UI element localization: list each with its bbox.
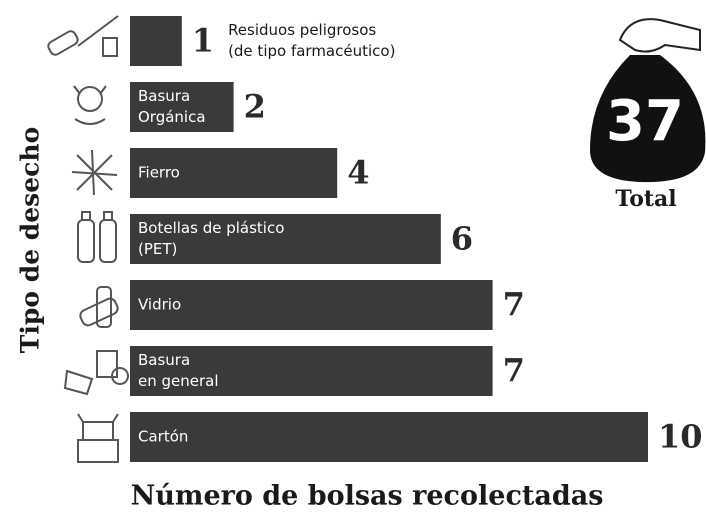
bar <box>130 16 182 66</box>
chart: Tipo de desecho Número de bolsas recolec… <box>0 0 706 515</box>
icons <box>47 16 128 462</box>
category-label: Botellas de plástico <box>138 219 284 237</box>
y-axis-title: Tipo de desecho <box>16 127 45 354</box>
category-label: Fierro <box>138 164 180 182</box>
x-axis-title: Número de bolsas recolectadas <box>131 481 604 512</box>
category-label: Basura <box>138 351 190 369</box>
total-label: Total <box>615 186 676 212</box>
bar <box>130 280 493 330</box>
value-label: 1 <box>192 22 214 60</box>
value-label: 10 <box>658 418 703 456</box>
category-label: (PET) <box>138 240 177 258</box>
category-label: Orgánica <box>138 108 206 126</box>
category-label: (de tipo farmacéutico) <box>228 42 395 60</box>
value-label: 7 <box>503 286 525 324</box>
value-label: 7 <box>503 352 525 390</box>
value-label: 6 <box>451 220 473 258</box>
category-label: en general <box>138 372 219 390</box>
category-label: Vidrio <box>138 296 181 314</box>
value-label: 4 <box>347 154 369 192</box>
category-label: Cartón <box>138 428 188 446</box>
total-value: 37 <box>606 89 684 154</box>
bar <box>130 412 648 462</box>
category-label: Residuos peligrosos <box>228 21 376 39</box>
value-label: 2 <box>244 88 266 126</box>
category-label: Basura <box>138 87 190 105</box>
